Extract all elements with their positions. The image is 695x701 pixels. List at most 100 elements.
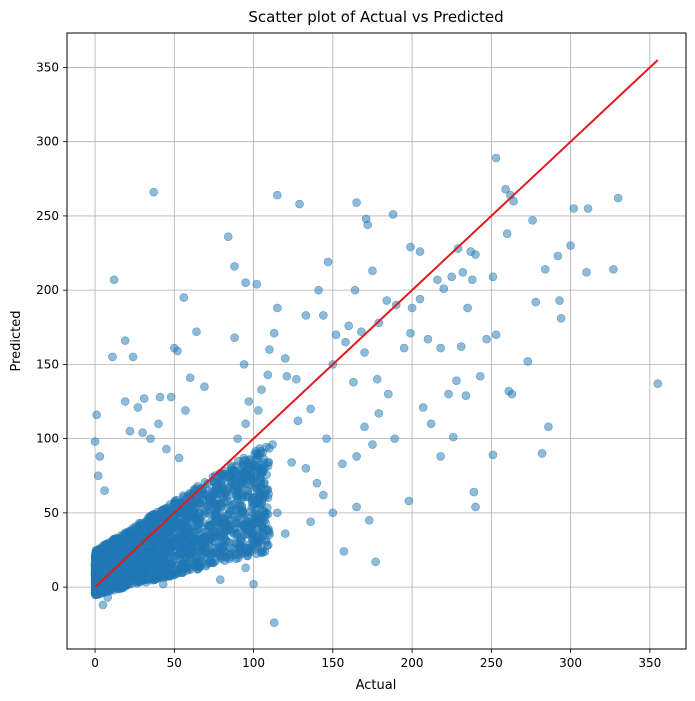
scatter-point — [344, 321, 353, 331]
scatter-point — [544, 422, 553, 432]
scatter-point — [461, 391, 471, 400]
scatter-point — [653, 379, 663, 388]
scatter-point — [241, 563, 250, 573]
scatter-point — [230, 262, 239, 271]
scatter-point — [153, 561, 163, 571]
scatter-point — [199, 546, 209, 555]
scatter-point — [168, 547, 178, 556]
scatter-point — [108, 541, 117, 550]
scatter-point — [582, 268, 591, 277]
scatter-point — [282, 371, 292, 381]
scatter-point — [523, 357, 533, 366]
scatter-point — [447, 272, 457, 282]
scatter-point — [491, 330, 501, 339]
scatter-point — [262, 470, 271, 479]
scatter-point — [556, 314, 566, 323]
y-tick-label: 350 — [36, 60, 59, 74]
scatter-point — [230, 333, 239, 342]
scatter-point — [110, 548, 119, 558]
scatter-point — [161, 551, 171, 561]
scatter-point — [100, 486, 109, 495]
scatter-point — [264, 457, 274, 467]
scatter-point — [357, 327, 366, 337]
scatter-point — [200, 382, 209, 391]
scatter-point — [207, 557, 217, 567]
scatter-point — [161, 510, 170, 519]
scatter-point — [158, 579, 168, 589]
scatter-point — [224, 471, 233, 481]
scatter-point — [257, 385, 266, 394]
scatter-point — [119, 530, 128, 540]
scatter-point — [339, 547, 349, 556]
scatter-point — [215, 575, 225, 584]
scatter-point — [233, 434, 243, 443]
scatter-point — [569, 204, 579, 213]
scatter-point — [146, 434, 155, 443]
scatter-point — [97, 586, 107, 595]
scatter-point — [249, 493, 258, 503]
scatter-point — [133, 403, 143, 412]
scatter-point — [204, 538, 214, 547]
scatter-point — [231, 476, 240, 485]
scatter-point — [109, 275, 119, 285]
scatter-point — [251, 531, 260, 541]
scatter-point — [97, 555, 107, 565]
scatter-point — [502, 229, 512, 239]
scatter-point — [415, 294, 425, 304]
scatter-point — [249, 579, 258, 589]
scatter-point — [482, 334, 491, 344]
scatter-point — [253, 511, 263, 520]
scatter-point — [363, 220, 373, 230]
scatter-point — [609, 265, 618, 274]
scatter-point — [127, 559, 136, 569]
scatter-point — [253, 462, 263, 472]
scatter-point — [360, 348, 369, 357]
scatter-point — [323, 257, 333, 267]
x-tick-label: 350 — [638, 656, 661, 670]
scatter-point — [306, 404, 315, 414]
scatter-point — [149, 187, 159, 197]
scatter-point — [390, 434, 399, 443]
x-axis-title: Actual — [356, 678, 397, 693]
scatter-point — [120, 336, 130, 345]
plot-frame — [66, 32, 687, 650]
scatter-point — [90, 581, 100, 590]
y-tick-label: 150 — [36, 357, 59, 371]
scatter-point — [360, 422, 369, 432]
scatter-point — [312, 478, 322, 488]
y-tick-label: 50 — [44, 506, 59, 520]
scatter-point — [264, 489, 273, 499]
scatter-point — [368, 440, 377, 449]
scatter-point — [269, 328, 279, 338]
scatter-point — [170, 538, 179, 548]
scatter-point — [406, 328, 415, 338]
scatter-point — [372, 374, 382, 384]
scatter-point — [509, 196, 518, 206]
scatter-point — [225, 483, 235, 493]
scatter-point — [319, 311, 328, 320]
x-tick-label: 50 — [167, 656, 182, 670]
scatter-point — [322, 434, 331, 443]
scatter-point — [187, 515, 197, 525]
scatter-point — [374, 409, 384, 418]
scatter-point — [452, 376, 461, 386]
scatter-point — [251, 446, 261, 456]
scatter-point — [217, 486, 227, 495]
scatter-point — [138, 428, 147, 437]
scatter-point — [537, 449, 547, 458]
scatter-point — [273, 190, 282, 200]
scatter-point — [463, 303, 472, 313]
scatter-point — [295, 199, 304, 209]
scatter-point — [145, 544, 154, 554]
scatter-point — [433, 275, 442, 285]
scatter-point — [368, 266, 377, 276]
grid — [67, 33, 686, 649]
scatter-point — [137, 566, 147, 576]
scatter-point — [128, 352, 138, 362]
scatter-point — [256, 480, 266, 489]
scatter-point — [245, 524, 254, 533]
scatter-point — [90, 437, 100, 446]
scatter-point — [239, 453, 249, 463]
scatter-point — [555, 296, 564, 305]
scatter-point — [301, 311, 311, 320]
